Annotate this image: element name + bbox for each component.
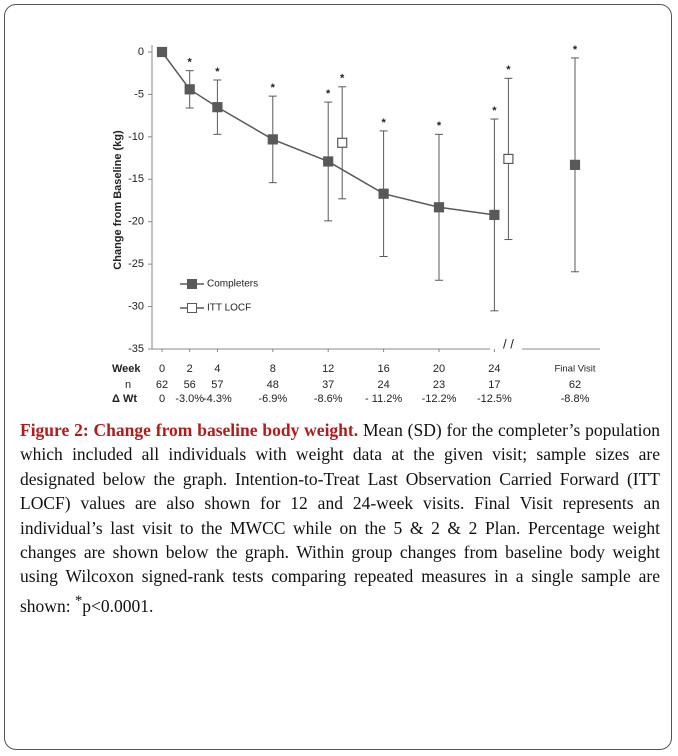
n-value: 48: [267, 379, 279, 391]
x-tick-label: 4: [214, 363, 220, 375]
n-value: 62: [156, 379, 168, 391]
axis-break: / /: [503, 336, 514, 351]
legend-marker: [187, 303, 197, 313]
data-marker: [184, 84, 195, 95]
x-tick-label: 24: [488, 363, 500, 375]
data-marker: [378, 188, 389, 199]
data-marker: [489, 209, 500, 221]
n-value: 23: [433, 379, 445, 391]
delta-value: -12.2%: [422, 393, 457, 405]
x-axis-label: Week: [112, 363, 141, 375]
significance-marker: *: [573, 44, 578, 56]
significance-marker: *: [437, 120, 442, 132]
y-tick-label: -10: [128, 131, 144, 143]
x-tick-label: 20: [433, 363, 445, 375]
y-tick-label: -25: [128, 258, 144, 270]
y-tick-label: -30: [128, 300, 144, 312]
y-tick-label: -5: [134, 88, 144, 100]
data-marker: [569, 159, 581, 170]
x-tick-label: 8: [270, 363, 276, 375]
data-marker: [337, 137, 348, 148]
x-tick-label: 16: [377, 363, 389, 375]
delta-value: -8.8%: [561, 393, 590, 405]
figure-frame: [4, 4, 672, 750]
chart: Change from Baseline (kg) Week n Δ Wt / …: [112, 44, 600, 405]
y-tick-label: -15: [128, 173, 144, 185]
delta-value: 0: [159, 393, 165, 405]
data-marker: [503, 153, 514, 165]
data-marker: [267, 134, 278, 145]
delta-value: -3.0%: [175, 393, 204, 405]
n-value: 62: [569, 379, 581, 391]
footnote-marker: *: [74, 592, 83, 609]
significance-marker: *: [381, 117, 386, 129]
delta-value: -8.6%: [314, 393, 343, 405]
legend-label: Completers: [207, 279, 258, 290]
n-row-label: n: [125, 379, 131, 391]
significance-marker: *: [326, 88, 331, 100]
n-value: 37: [322, 379, 334, 391]
x-tick-label: Final Visit: [554, 364, 595, 375]
significance-marker: *: [215, 66, 220, 78]
delta-value: -6.9%: [258, 393, 287, 405]
n-value: 57: [211, 379, 223, 391]
legend-marker: [187, 279, 197, 289]
delta-value: -4.3%: [203, 393, 232, 405]
y-tick-label: 0: [138, 46, 144, 58]
delta-value: - 11.2%: [365, 393, 402, 405]
caption-title: Change from baseline body weight.: [93, 420, 359, 440]
y-tick-label: -20: [128, 216, 144, 228]
significance-marker: *: [340, 73, 345, 85]
n-value: 24: [377, 379, 389, 391]
caption-text: Mean (SD) for the completer’s population…: [20, 420, 661, 616]
legend-label: ITT LOCF: [207, 303, 251, 314]
significance-marker: *: [492, 105, 497, 117]
delta-row-label: Δ Wt: [112, 393, 137, 405]
delta-value: -12.5%: [477, 393, 512, 405]
caption-label: Figure 2:: [20, 420, 89, 440]
data-marker: [212, 102, 223, 113]
y-tick-label: -35: [128, 343, 144, 355]
n-value: 17: [488, 379, 500, 391]
x-tick-label: 12: [322, 363, 334, 375]
n-value: 56: [184, 379, 196, 391]
data-marker: [433, 202, 445, 213]
significance-marker: *: [188, 57, 193, 69]
data-marker: [323, 156, 334, 167]
y-axis-label: Change from Baseline (kg): [112, 130, 124, 270]
x-tick-label: 0: [159, 363, 165, 375]
data-marker: [156, 46, 168, 58]
x-tick-label: 2: [187, 363, 193, 375]
significance-marker: *: [506, 64, 511, 76]
footnote: p<0.0001.: [82, 595, 154, 616]
significance-marker: *: [271, 82, 276, 94]
caption: Figure 2: Change from baseline body weig…: [20, 418, 660, 618]
